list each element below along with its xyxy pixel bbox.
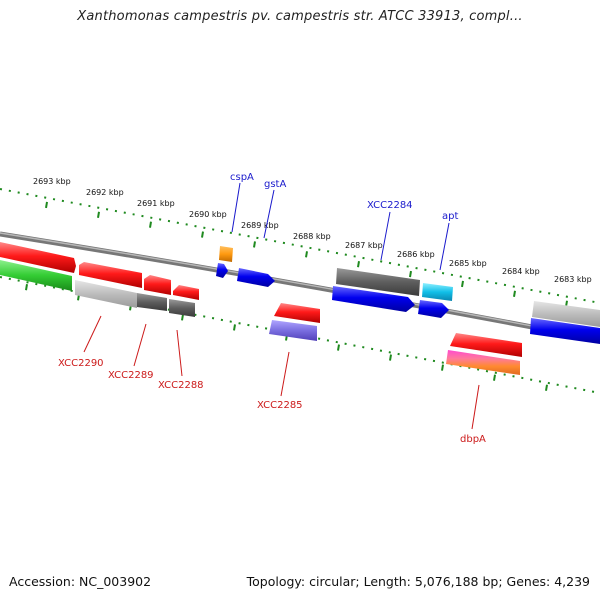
major-tick	[337, 344, 340, 351]
gene-label-XCC2285[interactable]: XCC2285	[257, 400, 303, 411]
major-ticks	[25, 201, 568, 391]
gene-feature-red[interactable]	[0, 242, 76, 273]
gene-label-dbpA[interactable]: dbpA	[460, 434, 486, 445]
gene-feature-blue[interactable]	[530, 318, 600, 344]
major-tick	[493, 374, 496, 381]
major-tick	[461, 280, 464, 288]
kbp-label: 2691 kbp	[137, 199, 175, 208]
major-tick	[253, 241, 256, 248]
gene-apt[interactable]	[422, 283, 453, 301]
accession-text: Accession: NC_003902	[9, 574, 152, 589]
gene-label-gstA[interactable]: gstA	[264, 179, 286, 190]
gene-feature-blue[interactable]	[418, 300, 449, 318]
major-tick	[305, 251, 308, 258]
major-tick	[357, 261, 360, 268]
kbp-label: 2685 kbp	[449, 259, 487, 268]
gene-feature-red[interactable]	[173, 285, 199, 300]
gene-XCC2285[interactable]	[269, 320, 317, 341]
major-tick	[441, 364, 444, 371]
major-tick	[149, 221, 152, 228]
gene-XCC2289[interactable]	[137, 293, 167, 311]
major-tick	[45, 201, 48, 209]
gene-feature-green[interactable]	[0, 260, 72, 291]
kbp-label: 2689 kbp	[241, 221, 279, 230]
gene-label-XCC2289[interactable]: XCC2289	[108, 370, 154, 381]
major-tick	[181, 314, 184, 321]
gene-label-XCC2284[interactable]: XCC2284	[367, 200, 413, 211]
gene-dbpA[interactable]	[446, 350, 520, 375]
major-tick	[409, 270, 412, 278]
major-tick	[25, 284, 28, 291]
gene-label-XCC2288[interactable]: XCC2288	[158, 380, 204, 391]
gene-label-cspA[interactable]: cspA	[230, 172, 254, 183]
kbp-label: 2687 kbp	[345, 241, 383, 250]
gene-label-apt[interactable]: apt	[442, 211, 458, 222]
gene-feature-red[interactable]	[144, 275, 171, 295]
gene-feature-red[interactable]	[450, 333, 522, 357]
gene-feature-red[interactable]	[274, 303, 320, 323]
kbp-label: 2683 kbp	[554, 275, 592, 284]
major-tick	[233, 324, 236, 331]
gene-XCC2290[interactable]	[75, 280, 137, 308]
kbp-label: 2693 kbp	[33, 177, 71, 186]
gene-XCC2288[interactable]	[169, 299, 195, 317]
major-tick	[513, 290, 516, 298]
major-tick	[201, 231, 204, 238]
gene-XCC2284[interactable]	[336, 268, 420, 296]
major-tick	[97, 211, 100, 218]
major-tick	[545, 384, 548, 391]
map-title: Xanthomonas campestris pv. campestris st…	[77, 9, 523, 24]
genome-summary-text: Topology: circular; Length: 5,076,188 bp…	[246, 574, 590, 589]
major-tick	[389, 354, 392, 361]
genome-backbone	[0, 231, 600, 343]
gene-cspA[interactable]	[219, 246, 233, 262]
gene-gstA[interactable]	[237, 268, 275, 287]
gene-label-XCC2290[interactable]: XCC2290	[58, 358, 104, 369]
kbp-label: 2692 kbp	[86, 188, 124, 197]
gene-feature-blue[interactable]	[216, 263, 228, 278]
kbp-label: 2686 kbp	[397, 250, 435, 259]
kbp-label: 2684 kbp	[502, 267, 540, 276]
gene-feature-gray[interactable]	[532, 301, 600, 327]
kbp-label: 2688 kbp	[293, 232, 331, 241]
gene-feature-red[interactable]	[79, 262, 142, 288]
kbp-label: 2690 kbp	[189, 210, 227, 219]
gene-feature-blue[interactable]	[332, 286, 415, 312]
